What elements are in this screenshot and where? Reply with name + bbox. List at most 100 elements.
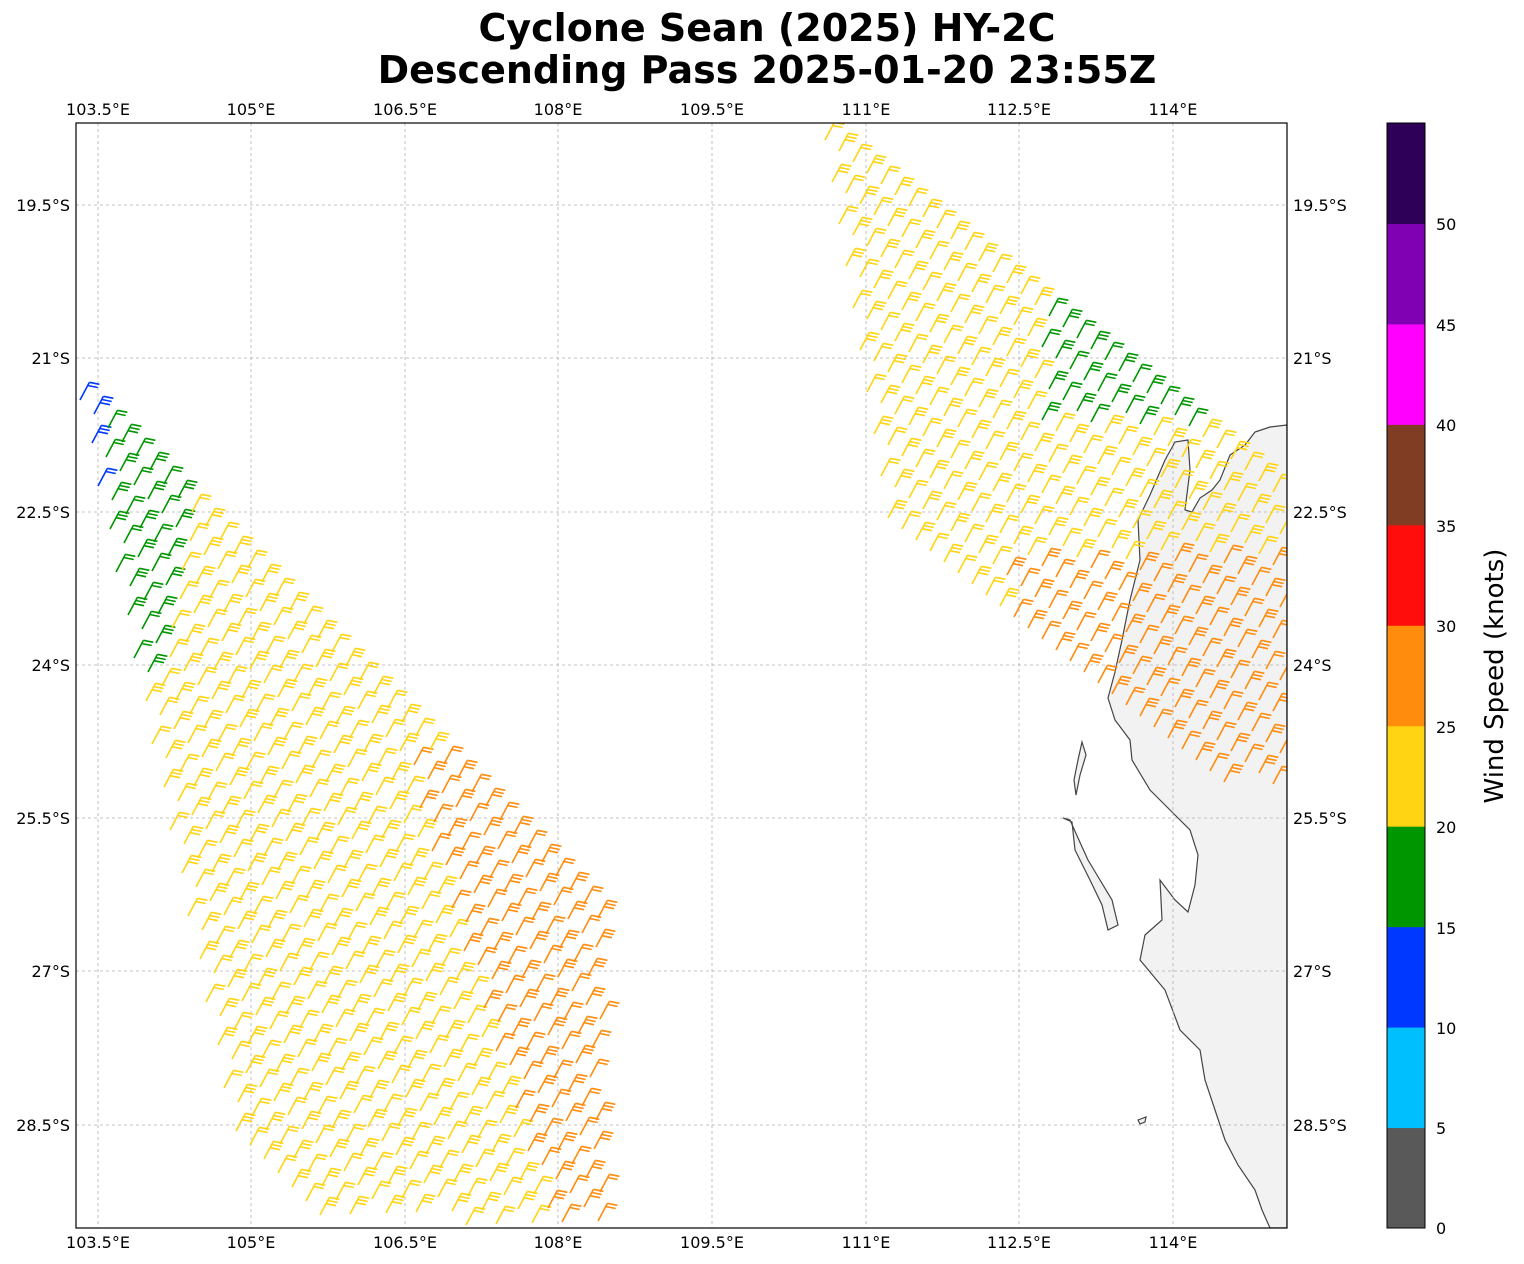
wind-barb [838,205,859,225]
wind-barb [1251,493,1272,513]
wind-barb [289,894,310,914]
wind-barb [219,997,240,1017]
wind-barb [241,679,262,699]
lon-tick-bottom: 108°E [534,1233,583,1252]
wind-barb [265,1111,286,1131]
wind-barb [437,1178,458,1198]
wind-barb [321,994,342,1014]
wind-barb [259,1068,280,1088]
wind-barb [845,247,866,267]
wind-barb [125,495,146,515]
wind-barb [429,731,450,751]
wind-barb [1216,429,1237,449]
colorbar-tick: 15 [1436,919,1456,938]
wind-barb [167,537,188,557]
wind-barb [191,493,212,513]
wind-barb [161,667,182,687]
wind-barb [325,1066,346,1086]
wind-barb [1125,540,1146,560]
wind-barb [485,1090,506,1110]
wind-barb [269,707,290,727]
wind-barb [165,739,186,759]
colorbar-tick: 30 [1436,617,1456,636]
wind-barb [387,992,408,1012]
wind-barb [339,777,360,797]
wind-barb [1118,498,1139,518]
wind-barb [873,342,894,362]
wind-barb [1279,665,1287,681]
wind-barb [295,764,316,784]
lon-tick-bottom: 105°E [227,1233,276,1252]
wind-barb [1006,264,1027,284]
wind-barb [351,820,372,840]
wind-barb [501,902,522,922]
wind-barb [345,1123,366,1143]
wind-barb [999,514,1020,534]
wind-barb [427,933,448,953]
wind-barb [143,581,164,601]
wind-barb [1083,507,1104,527]
wind-barb [415,1193,436,1213]
wind-barb [1069,423,1090,443]
wind-barb [235,636,256,656]
wind-barb [387,689,408,709]
wind-barb [1006,337,1027,357]
wind-barb [393,1035,414,1055]
wind-barb [331,1109,352,1129]
wind-barb [459,1033,480,1053]
wind-barb [1076,392,1097,412]
wind-barb [355,892,376,912]
wind-barb [527,829,548,849]
wind-barb [273,1082,294,1102]
wind-barb [1202,564,1223,584]
wind-barb [149,451,170,471]
wind-barb [175,681,196,701]
wind-barb [978,461,999,481]
wind-barb [859,258,880,278]
wind-barb [333,734,354,754]
wind-barb [1160,604,1181,624]
wind-barb [239,881,260,901]
wind-barb [521,959,542,979]
lon-tick-top: 111°E [842,100,891,119]
wind-barb [1174,615,1195,635]
colorbar-segment [1387,725,1425,827]
wind-barb [507,945,528,965]
wind-barb [301,807,322,827]
wind-barb [129,567,150,587]
wind-barb [231,1040,252,1060]
colorbar-frame [1386,122,1426,1229]
wind-barb [1125,686,1146,706]
wind-barb [539,1045,560,1065]
wind-barb [1118,644,1139,664]
wind-barb [421,890,442,910]
wind-barb [119,452,140,472]
wind-barb [285,822,306,842]
wind-barb [950,512,971,532]
wind-barb [299,836,320,856]
wind-barb [535,973,556,993]
wind-barb [585,1159,606,1179]
wind-barb [1181,511,1202,531]
wind-barb [547,1016,568,1036]
wind-barb [279,649,300,669]
wind-barb [293,1139,314,1159]
wind-barb [389,963,410,983]
wind-barb [1027,317,1048,337]
wind-barb [331,936,352,956]
wind-barb [513,815,534,835]
wind-barb [1223,471,1244,491]
wind-barb [1041,620,1062,640]
wind-barb [880,384,901,404]
wind-barb [353,791,374,811]
wind-barb [343,676,364,696]
wind-barb [171,609,192,629]
wind-barb [1195,522,1216,542]
wind-barb [385,891,406,911]
colorbar-segment [1387,625,1425,727]
wind-barb [165,566,186,586]
wind-barb [915,375,936,395]
lon-tick-top: 105°E [227,100,276,119]
wind-barb [411,948,432,968]
wind-barb [1097,372,1118,392]
